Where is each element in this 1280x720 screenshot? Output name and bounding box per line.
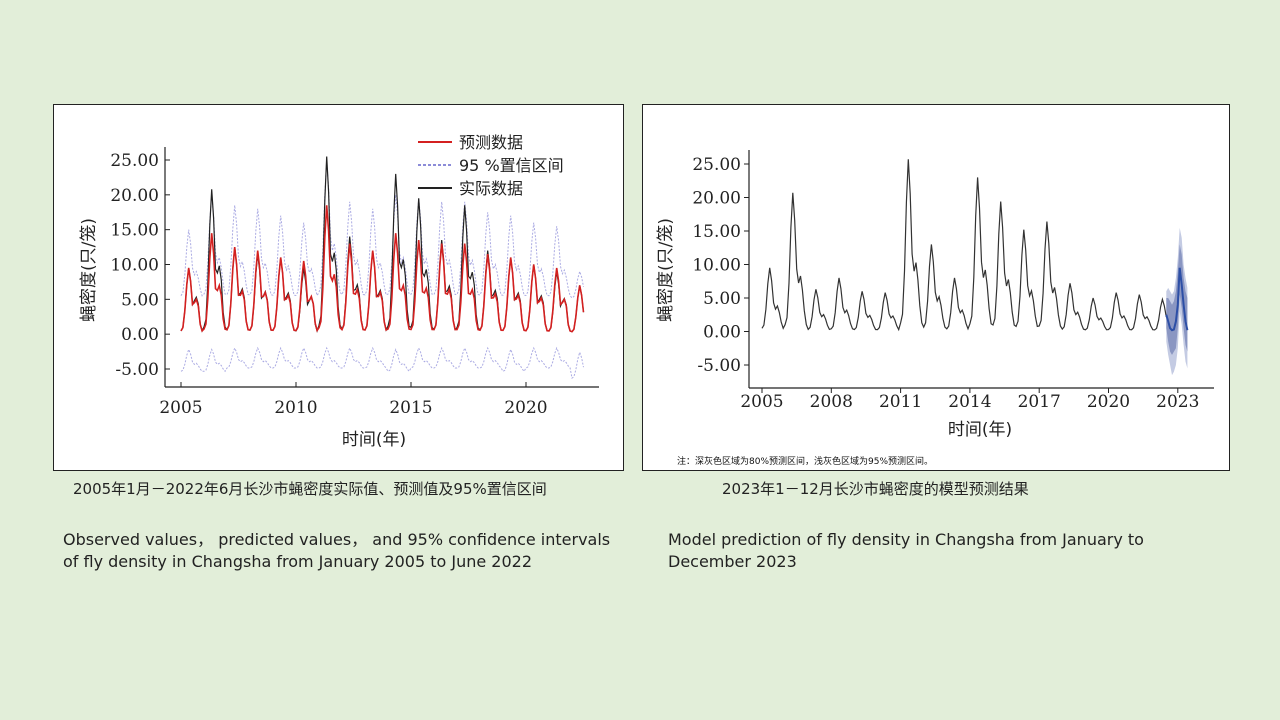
right-y-tick-label: 25.00 <box>692 155 741 175</box>
right-axes: 25.00 20.00 15.00 10.00 5.00 0.00 -5.00 2005 200… <box>692 150 1214 412</box>
right-y-tick-label: 10.00 <box>692 256 741 276</box>
right-y-tick-label: 15.00 <box>692 222 741 242</box>
left-chart-panel: 25.00 20.00 15.00 10.00 5.00 0.00 -5.00 2005 201… <box>53 104 624 471</box>
right-x-tick-label: 2014 <box>948 392 991 412</box>
left-y-tick-label: -5.00 <box>115 360 159 380</box>
left-x-tick-label: 2020 <box>504 398 547 418</box>
right-y-tick-label: 0.00 <box>703 323 741 343</box>
left-y-tick-label: 0.00 <box>121 325 159 345</box>
left-x-tick-label: 2010 <box>274 398 317 418</box>
observed-line <box>761 159 1167 332</box>
left-caption-zh: 2005年1月－2022年6月长沙市蝇密度实际值、预测值及95%置信区间 <box>73 480 547 498</box>
right-chart-note: 注：深灰色区域为80%预测区间，浅灰色区域为95%预测区间。 <box>677 455 933 467</box>
left-x-tick-label: 2015 <box>389 398 432 418</box>
right-chart: 25.00 20.00 15.00 10.00 5.00 0.00 -5.00 2005 200… <box>656 150 1214 467</box>
left-y-tick-label: 20.00 <box>110 186 159 206</box>
right-y-tick-label: 5.00 <box>703 289 741 309</box>
right-x-tick-label: 2005 <box>740 392 783 412</box>
left-x-axis-label: 时间(年) <box>342 430 406 450</box>
right-caption-zh: 2023年1－12月长沙市蝇密度的模型预测结果 <box>722 480 1029 498</box>
ci-lower-line <box>180 346 584 379</box>
left-y-axis-label: 蝇密度(只/笼) <box>79 218 99 322</box>
right-plot-area <box>761 159 1189 376</box>
left-plot-area <box>180 156 585 379</box>
predicted-line <box>180 205 585 333</box>
left-caption-en: Observed values， predicted values， and 9… <box>63 530 611 571</box>
forecast-line <box>1165 267 1189 332</box>
legend-label: 95 %置信区间 <box>459 156 564 175</box>
left-x-tick-label: 2005 <box>159 398 202 418</box>
legend-label: 实际数据 <box>459 179 523 198</box>
left-y-tick-label: 25.00 <box>110 151 159 171</box>
legend-label: 预测数据 <box>459 133 523 152</box>
right-chart-panel: 25.00 20.00 15.00 10.00 5.00 0.00 -5.00 2005 200… <box>642 104 1230 471</box>
left-y-tick-label: 5.00 <box>121 290 159 310</box>
right-y-tick-label: 20.00 <box>692 189 741 209</box>
right-x-tick-label: 2020 <box>1087 392 1130 412</box>
right-y-axis-label: 蝇密度(只/笼) <box>656 218 676 322</box>
right-x-tick-label: 2008 <box>810 392 853 412</box>
left-y-tick-label: 10.00 <box>110 256 159 276</box>
right-caption-en: Model prediction of fly density in Chang… <box>668 530 1144 571</box>
ci-upper-line <box>180 159 584 299</box>
right-y-tick-label: -5.00 <box>697 356 741 376</box>
right-x-tick-label: 2023 <box>1156 392 1199 412</box>
right-x-tick-label: 2011 <box>879 392 922 412</box>
pi80-band <box>1166 244 1188 355</box>
right-x-tick-label: 2017 <box>1018 392 1061 412</box>
left-y-tick-label: 15.00 <box>110 221 159 241</box>
right-x-axis-label: 时间(年) <box>948 420 1012 440</box>
